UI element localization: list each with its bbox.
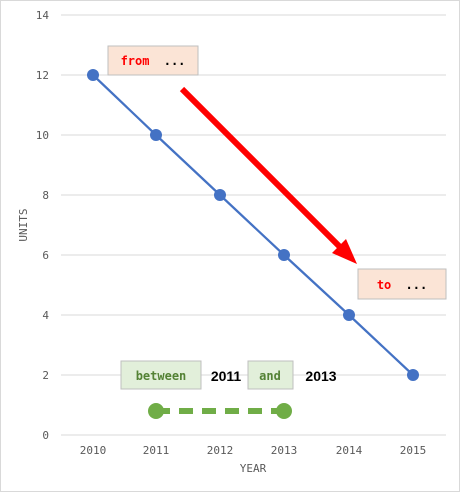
- between-box-background: [120, 360, 202, 390]
- y-tick-label: 8: [42, 189, 49, 202]
- y-tick-label: 14: [36, 9, 50, 22]
- series-line: [92, 74, 414, 376]
- data-point: [150, 129, 162, 141]
- y-tick-label: 4: [42, 309, 49, 322]
- between-label: between: [136, 369, 187, 383]
- y-tick-labels: 0 2 4 6 8 10 12 14: [36, 9, 50, 442]
- and-box: and: [247, 360, 294, 390]
- range-end-marker: [276, 403, 292, 419]
- to-label: to: [377, 278, 391, 292]
- x-tick-label: 2013: [271, 444, 298, 457]
- annotations: from ... to ... between 2011 and: [107, 45, 447, 419]
- y-tick-label: 12: [36, 69, 49, 82]
- to-box-text: to ...: [377, 278, 427, 292]
- x-tick-label: 2011: [143, 444, 170, 457]
- to-box-background: [357, 268, 447, 300]
- data-point: [87, 69, 99, 81]
- start-year-label: 2011: [211, 368, 242, 384]
- x-tick-label: 2010: [80, 444, 107, 457]
- from-box-background: [107, 45, 199, 76]
- end-year-label: 2013: [305, 368, 336, 384]
- y-tick-label: 2: [42, 369, 49, 382]
- y-axis-label: UNITS: [17, 208, 30, 241]
- to-box: to ...: [357, 268, 447, 300]
- trend-arrow: [179, 86, 357, 264]
- and-label: and: [259, 369, 281, 383]
- and-box-background: [247, 360, 294, 390]
- data-point: [407, 369, 419, 381]
- series-units: [87, 69, 419, 381]
- arrow-head: [332, 239, 357, 264]
- x-tick-label: 2012: [207, 444, 234, 457]
- from-box-text: from ...: [121, 54, 186, 68]
- x-axis-label: YEAR: [240, 462, 267, 475]
- x-tick-label: 2014: [336, 444, 363, 457]
- data-point: [278, 249, 290, 261]
- x-tick-labels: 2010 2011 2012 2013 2014 2015: [80, 444, 427, 457]
- to-suffix: ...: [406, 278, 428, 292]
- from-suffix: ...: [164, 54, 186, 68]
- y-tick-label: 6: [42, 249, 49, 262]
- range-start-marker: [148, 403, 164, 419]
- between-box: between: [120, 360, 202, 390]
- y-tick-label: 0: [42, 429, 49, 442]
- from-label: from: [121, 54, 150, 68]
- y-tick-label: 10: [36, 129, 49, 142]
- from-box: from ...: [107, 45, 199, 76]
- range-indicator: [148, 403, 292, 419]
- data-point: [343, 309, 355, 321]
- data-point: [214, 189, 226, 201]
- x-tick-label: 2015: [400, 444, 427, 457]
- arrow-shaft: [179, 86, 345, 252]
